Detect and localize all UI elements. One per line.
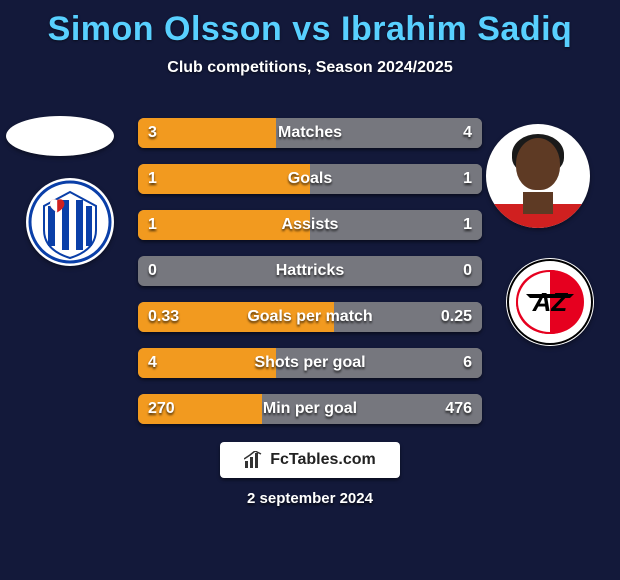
bar-right: [276, 118, 482, 148]
stat-row: Matches34: [0, 110, 620, 156]
bar-left: [138, 394, 262, 424]
bar-track: [138, 256, 482, 286]
bar-left: [138, 118, 276, 148]
bar-right: [262, 394, 482, 424]
bar-track: [138, 210, 482, 240]
bar-right: [310, 164, 482, 194]
stat-row: Shots per goal46: [0, 340, 620, 386]
stat-row: Min per goal270476: [0, 386, 620, 432]
bar-left: [138, 210, 310, 240]
bar-track: [138, 302, 482, 332]
stat-row: Goals11: [0, 156, 620, 202]
stat-row: Hattricks00: [0, 248, 620, 294]
bar-right: [276, 348, 482, 378]
player2-name: Ibrahim Sadiq: [341, 10, 572, 48]
fctables-brand: FcTables.com: [220, 442, 400, 478]
bar-track: [138, 348, 482, 378]
brand-text: FcTables.com: [270, 451, 376, 469]
bar-right: [334, 302, 482, 332]
player1-name: Simon Olsson: [48, 10, 283, 48]
bar-left: [138, 302, 334, 332]
comparison-chart: Matches34Goals11Assists11Hattricks00Goal…: [0, 110, 620, 432]
stat-row: Assists11: [0, 202, 620, 248]
bar-track: [138, 118, 482, 148]
bar-track: [138, 394, 482, 424]
comparison-subtitle: Club competitions, Season 2024/2025: [0, 59, 620, 77]
bar-track: [138, 164, 482, 194]
vs-text: vs: [292, 10, 331, 48]
stat-row: Goals per match0.330.25: [0, 294, 620, 340]
bar-left: [138, 164, 310, 194]
comparison-title: Simon Olsson vs Ibrahim Sadiq: [0, 0, 620, 49]
bar-right: [310, 210, 482, 240]
bar-chart-icon: [244, 451, 264, 469]
footer-date: 2 september 2024: [0, 490, 620, 507]
bar-left: [138, 348, 276, 378]
